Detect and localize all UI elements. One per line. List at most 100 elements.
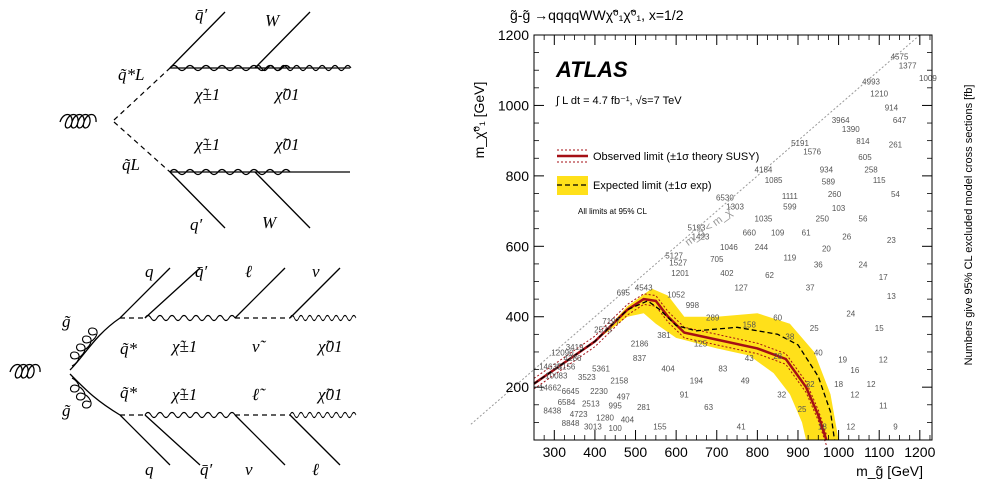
cross-section-value: 43 — [745, 354, 754, 363]
W-line — [254, 171, 311, 229]
cross-section-value: 125 — [694, 340, 708, 349]
cross-section-value: 3013 — [584, 422, 602, 431]
cross-section-value: 18 — [818, 422, 827, 431]
z-axis-label: Numbers give 95% CL excluded model cross… — [963, 85, 975, 366]
cross-section-value: 4286 — [564, 354, 582, 363]
cross-section-value: 1111 — [782, 192, 799, 201]
x-tick-label: 1100 — [864, 444, 894, 460]
expected-limit-line — [533, 300, 836, 441]
cross-section-value: 1052 — [667, 290, 685, 299]
kinematic-diagonal — [470, 34, 921, 426]
quark-line — [119, 267, 171, 319]
label-neutralino: χ̃01 — [273, 135, 299, 154]
label-sneutrino: ν̃ — [252, 337, 267, 356]
cross-section-value: 381 — [657, 331, 671, 340]
cross-section-value: 7197 — [602, 317, 620, 326]
cross-section-value: 11 — [879, 401, 888, 410]
cross-section-value: 258 — [864, 165, 878, 174]
label-neutralino: χ̃01 — [316, 385, 342, 404]
cross-section-value: 1210 — [870, 90, 888, 99]
gluon-line — [9, 363, 41, 379]
cross-section-value: 2186 — [631, 340, 649, 349]
cross-section-value: 4993 — [862, 77, 880, 86]
cross-section-value: 998 — [686, 301, 700, 310]
cross-section-value: 12 — [879, 356, 888, 365]
cross-section-value: 103 — [832, 204, 846, 213]
cross-section-value: 13 — [887, 292, 896, 301]
label-q-prime: q′ — [190, 215, 203, 234]
cross-section-value: 1009 — [919, 74, 937, 83]
cross-section-value: 5193 — [688, 223, 706, 232]
cross-section-value: 14662 — [539, 384, 562, 393]
lepton-line — [234, 267, 286, 319]
cross-section-value: 1377 — [899, 61, 917, 70]
cross-section-value: 2573 — [594, 326, 612, 335]
y-tick-label: 200 — [506, 379, 530, 395]
cross-section-value: 3523 — [578, 373, 596, 382]
y-axis-label: m_χ̃⁰₁ [GeV] — [471, 82, 487, 159]
gluino-coil-top — [69, 327, 98, 367]
label-W: W — [262, 213, 278, 232]
cross-section-value: 260 — [828, 190, 842, 199]
label-lepton: ℓ — [245, 262, 252, 281]
cl-note: All limits at 95% CL — [578, 207, 647, 216]
cross-section-value: 404 — [661, 364, 675, 373]
cross-section-value: 4543 — [635, 283, 653, 292]
legend: Observed limit (±1σ theory SUSY) Expecte… — [557, 149, 759, 216]
cross-section-value: 2230 — [590, 387, 608, 396]
cross-section-value: 1201 — [671, 269, 689, 278]
legend-observed-label: Observed limit (±1σ theory SUSY) — [593, 151, 759, 163]
cross-section-value: 914 — [885, 104, 899, 113]
label-squark: q̃L — [122, 155, 140, 174]
label-qbar-prime: q̄′ — [195, 262, 208, 281]
x-tick-label: 500 — [624, 444, 648, 460]
quark-line — [119, 414, 171, 466]
W-line — [254, 11, 311, 69]
cross-section-value: 32 — [777, 391, 786, 400]
label-q: q — [145, 262, 154, 281]
quark-line — [169, 171, 226, 229]
plot-background — [534, 35, 932, 440]
neutrino-line — [289, 267, 341, 319]
x-axis-label: m_g̃ [GeV] — [856, 463, 923, 479]
atlas-label: ATLAS — [555, 57, 628, 82]
cross-section-value: 6584 — [558, 398, 576, 407]
cross-section-value: 5156 — [558, 363, 576, 372]
cross-section-value: 100 — [609, 424, 623, 433]
cross-section-value: 54 — [891, 190, 900, 199]
plot-area — [534, 35, 932, 440]
cross-section-value: 15 — [875, 324, 884, 333]
y-tick-label: 800 — [506, 168, 530, 184]
cross-section-value: 17 — [879, 273, 888, 282]
label-gluino: g̃ — [62, 401, 71, 420]
y-tick-label: 1200 — [498, 27, 529, 43]
cross-section-value: 91 — [680, 391, 689, 400]
plot-frame — [533, 34, 933, 441]
label-squark-star: q̃*L — [118, 65, 144, 84]
x-tick-label: 300 — [543, 444, 567, 460]
cross-section-value: 16 — [850, 366, 859, 375]
x-tick-label: 1200 — [904, 444, 935, 460]
cross-section-value: 115 — [873, 176, 886, 185]
cross-section-value: 1390 — [842, 125, 860, 134]
cross-section-value: 647 — [893, 116, 907, 125]
x-tick-label: 700 — [705, 444, 729, 460]
x-tick-label: 800 — [746, 444, 770, 460]
cross-section-value: 261 — [889, 141, 903, 150]
x-tick-label: 1000 — [823, 444, 854, 460]
cross-section-value: 995 — [609, 401, 623, 410]
label-squark-star: q̃* — [120, 339, 138, 358]
cross-section-value: 12090 — [551, 348, 574, 357]
cross-section-value: 8438 — [543, 407, 561, 416]
cross-section-value: 1280 — [596, 414, 614, 423]
cross-section-value: 5127 — [665, 252, 683, 261]
lepton-line — [289, 414, 341, 466]
cross-section-value: 23 — [887, 236, 896, 245]
cross-section-value: 934 — [820, 165, 834, 174]
label-qbar-prime: q̄′ — [200, 460, 213, 479]
cross-section-value: 4575 — [891, 53, 909, 62]
cross-section-value: 4723 — [570, 410, 588, 419]
neutralino-wave — [289, 314, 357, 322]
quark-line — [144, 267, 201, 319]
